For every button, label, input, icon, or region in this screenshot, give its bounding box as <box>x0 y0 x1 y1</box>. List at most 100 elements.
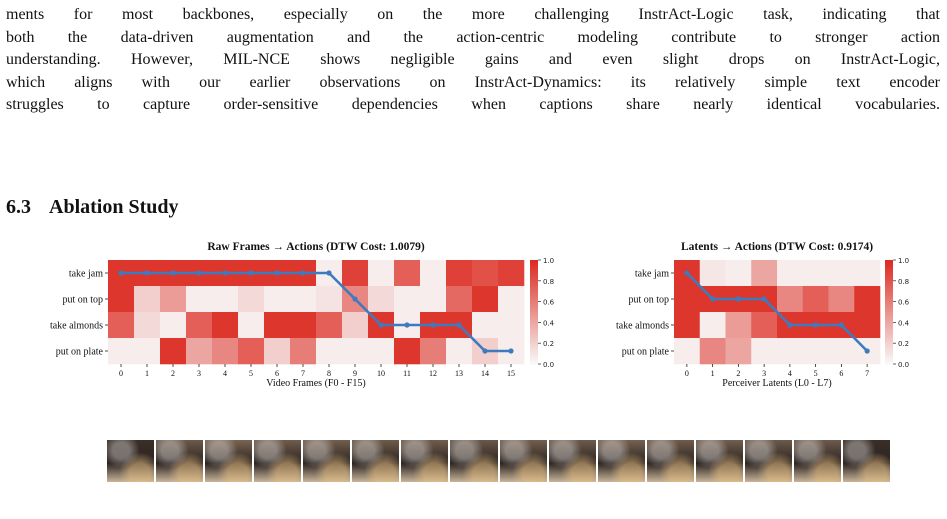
video-frame-thumbnail <box>744 440 792 482</box>
heatmap-cell <box>264 286 291 313</box>
dtw-path-point <box>456 322 462 328</box>
x-tick-label: 7 <box>301 369 305 378</box>
colorbar-segment <box>885 319 893 323</box>
colorbar-tick-label: 0.0 <box>543 361 554 369</box>
colorbar-segment <box>530 293 538 297</box>
video-frame-thumbnail <box>548 440 596 482</box>
heatmap-cell <box>751 338 778 365</box>
heatmap-cell <box>446 286 473 313</box>
dtw-path-line <box>685 272 869 352</box>
colorbar-segment <box>885 325 893 328</box>
colorbar-segment <box>885 345 893 349</box>
dtw-path-point <box>118 270 124 276</box>
y-tick-label: put on top <box>62 295 103 306</box>
x-tick-label: 0 <box>685 369 689 378</box>
x-axis-label: Video Frames (F0 - F15) <box>266 378 365 389</box>
heatmap-cell <box>446 338 473 365</box>
colorbar-segment <box>885 288 893 292</box>
heatmap-cell <box>134 312 161 339</box>
heatmap-cell <box>342 312 369 339</box>
heatmap-cell <box>802 286 829 313</box>
x-tick-label: 2 <box>171 369 175 378</box>
heatmap-cell <box>160 312 187 339</box>
heatmap-cell <box>186 286 213 313</box>
heatmap-cell <box>828 338 855 365</box>
dtw-path-point <box>222 270 228 276</box>
paragraph-line: ments for most backbones, especially on … <box>6 6 940 23</box>
colorbar-segment <box>530 291 538 295</box>
heatmap-cell <box>316 286 343 313</box>
heatmap-cell <box>674 338 701 365</box>
heatmap-cell <box>699 338 726 365</box>
video-frame-thumbnail <box>401 440 449 482</box>
x-tick-label: 12 <box>429 369 437 378</box>
heatmap-cell <box>342 260 369 287</box>
colorbar-segment <box>530 309 538 313</box>
heatmap-cell <box>290 286 317 313</box>
colorbar-segment <box>530 283 538 287</box>
colorbar-tick-label: 0.4 <box>543 319 555 327</box>
dtw-path-point <box>300 270 306 276</box>
heatmap-cell <box>108 312 135 339</box>
colorbar-segment <box>885 299 893 302</box>
x-tick-label: 6 <box>839 369 843 378</box>
video-frame-thumbnail <box>695 440 743 482</box>
video-frame-thumbnail <box>352 440 400 482</box>
dtw-path-point <box>482 348 488 354</box>
dtw-path-point <box>248 270 254 276</box>
heatmap-cell <box>264 312 291 339</box>
dtw-path-point <box>813 322 819 328</box>
y-tick-label: put on plate <box>56 347 104 358</box>
colorbar-segment <box>530 322 538 326</box>
x-tick-label: 14 <box>481 369 489 378</box>
heatmap-cell <box>777 286 804 313</box>
colorbar-segment <box>530 353 538 357</box>
section-title: Ablation Study <box>49 196 179 218</box>
heatmap-cell <box>674 286 701 313</box>
colorbar-tick-label: 0.8 <box>543 278 554 286</box>
dtw-path-point <box>710 296 716 302</box>
heatmap-cell <box>777 338 804 365</box>
colorbar-segment <box>885 275 893 279</box>
colorbar-segment <box>530 358 538 362</box>
colorbar-segment <box>885 309 893 313</box>
x-tick-label: 11 <box>403 369 411 378</box>
dtw-path-point <box>378 322 384 328</box>
colorbar-tick-label: 0.2 <box>898 340 909 348</box>
colorbar-segment <box>530 345 538 349</box>
paragraph-line: both the data-driven augmentation and th… <box>6 28 940 46</box>
dtw-path-point <box>864 348 870 354</box>
x-tick-label: 13 <box>455 369 463 378</box>
dtw-path-point <box>352 296 358 302</box>
heatmap-cell <box>108 286 135 313</box>
colorbar-segment <box>530 288 538 292</box>
colorbar-segment <box>530 356 538 360</box>
dtw-path-point <box>274 270 280 276</box>
colorbar-segment <box>530 262 538 266</box>
colorbar-tick-label: 1.0 <box>543 257 554 265</box>
video-frame-thumbnail <box>793 440 841 482</box>
colorbar-segment <box>885 351 893 354</box>
heatmap-cell <box>394 338 421 365</box>
x-tick-label: 1 <box>145 369 149 378</box>
colorbar-segment <box>530 265 538 269</box>
heatmap-cell <box>238 312 265 339</box>
colorbar-segment <box>530 335 538 339</box>
heatmap-cell <box>368 286 395 313</box>
colorbar-segment <box>885 356 893 360</box>
y-tick-label: take jam <box>635 269 669 280</box>
colorbar-segment <box>530 301 538 305</box>
heatmap-cell <box>108 338 135 365</box>
heatmap-cell <box>802 260 829 287</box>
heatmap-cell <box>342 338 369 365</box>
alignment-figure: Raw Frames → Actions (DTW Cost: 1.0079) t… <box>50 241 910 389</box>
colorbar-segment <box>885 306 893 310</box>
x-tick-label: 10 <box>377 369 385 378</box>
x-tick-label: 9 <box>353 369 357 378</box>
colorbar-segment <box>885 322 893 326</box>
heatmap-cell <box>238 338 265 365</box>
x-tick-label: 5 <box>249 369 253 378</box>
heatmap-cell <box>368 338 395 365</box>
x-tick-label: 4 <box>223 369 227 378</box>
heatmap-cell <box>212 312 239 339</box>
